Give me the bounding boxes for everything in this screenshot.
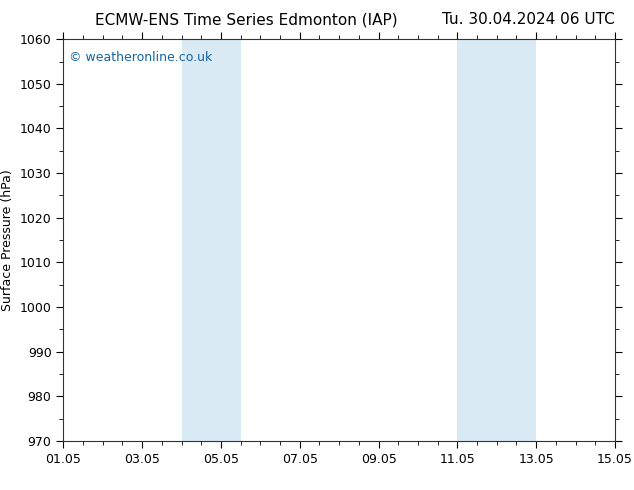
Text: ECMW-ENS Time Series Edmonton (IAP): ECMW-ENS Time Series Edmonton (IAP) (95, 12, 398, 27)
Text: © weatheronline.co.uk: © weatheronline.co.uk (69, 51, 212, 64)
Text: Tu. 30.04.2024 06 UTC: Tu. 30.04.2024 06 UTC (443, 12, 615, 27)
Y-axis label: Surface Pressure (hPa): Surface Pressure (hPa) (1, 169, 14, 311)
Bar (181, 39, 241, 441)
Bar (457, 39, 536, 441)
